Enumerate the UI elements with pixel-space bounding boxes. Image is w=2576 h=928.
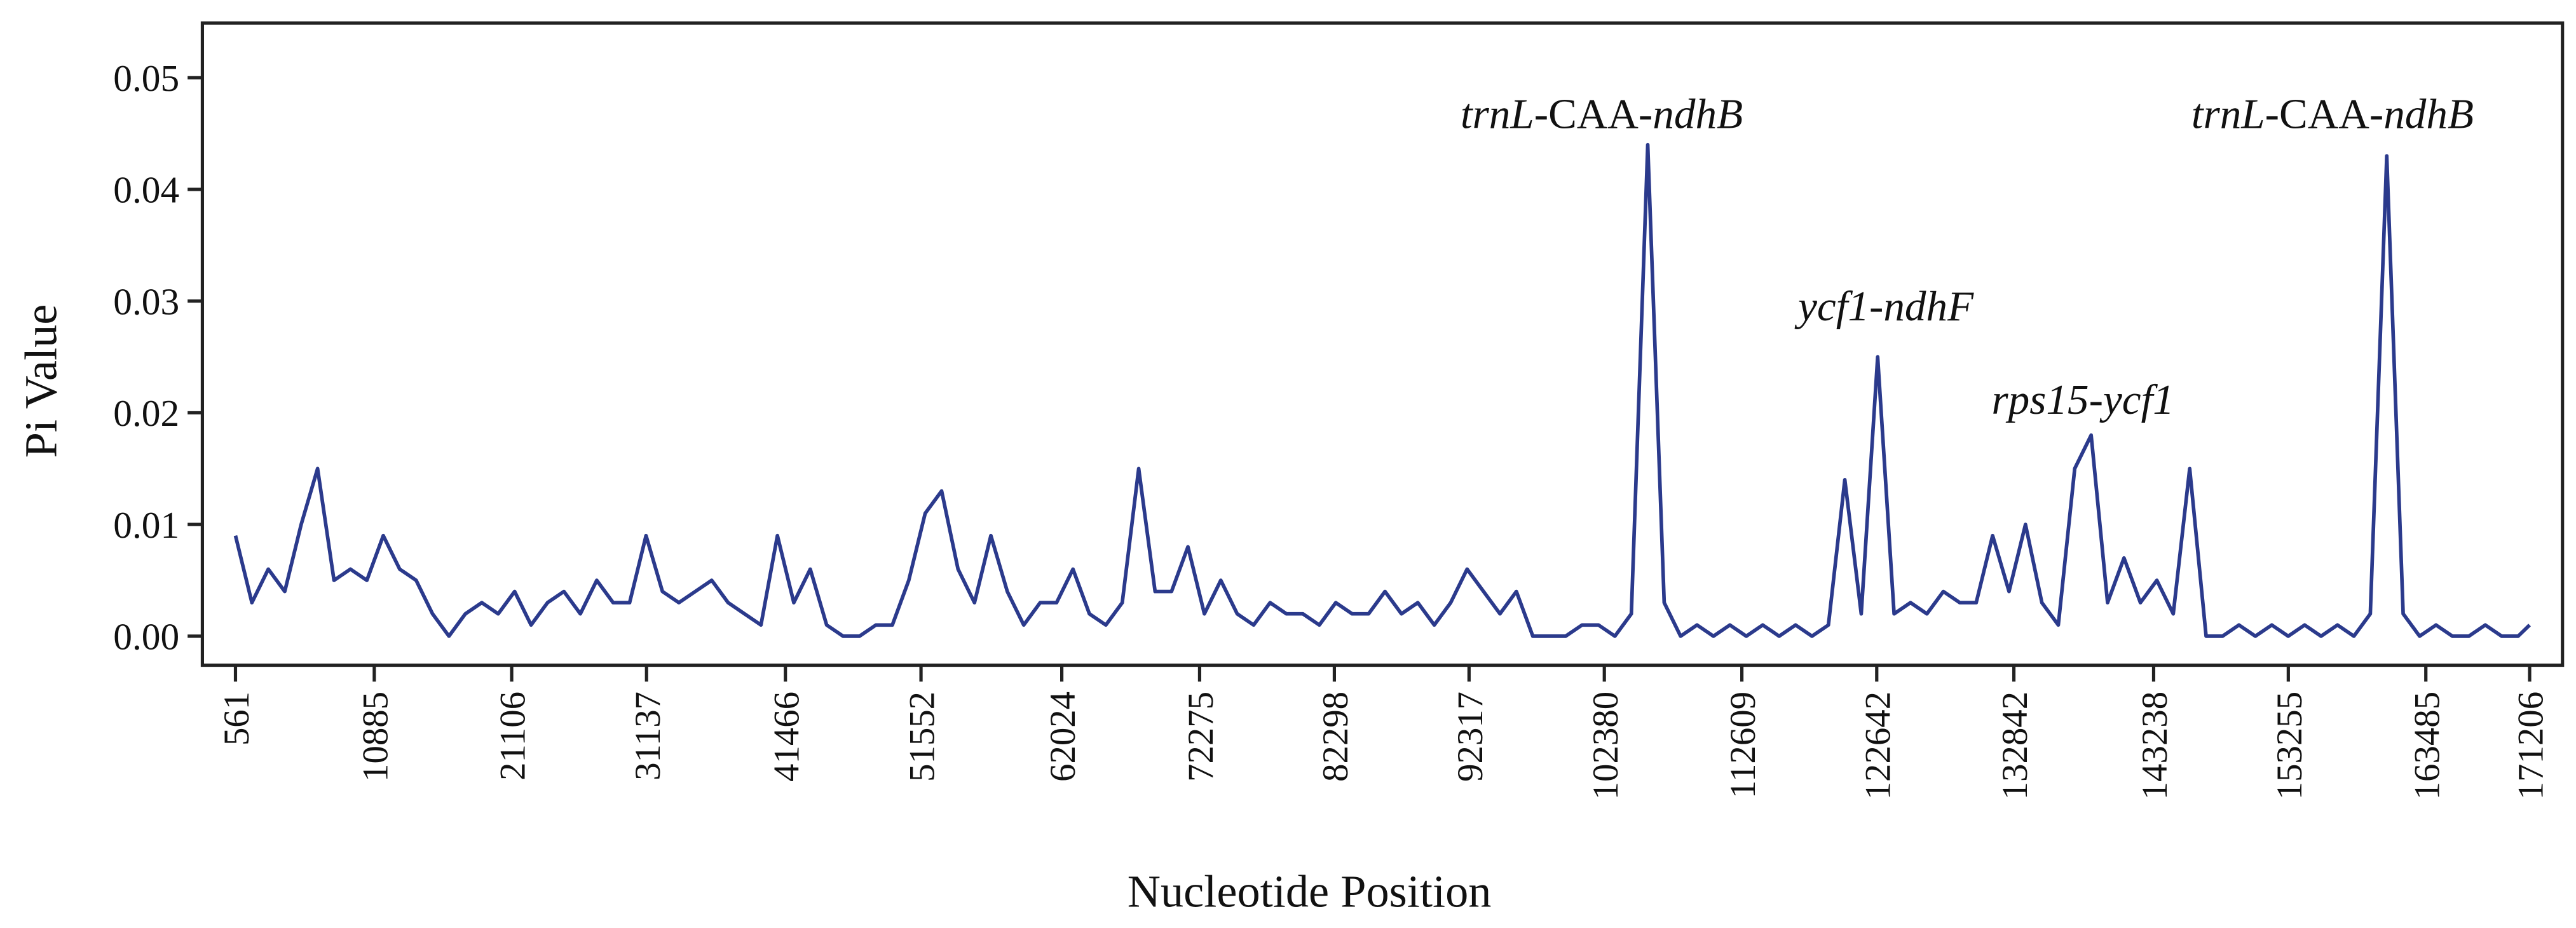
x-tick-label: 31137 — [628, 692, 668, 781]
x-tick-label: 41466 — [767, 692, 807, 782]
y-tick-label: 0.02 — [113, 392, 179, 434]
annotation: trnL-CAA-ndhB — [2191, 90, 2474, 138]
x-tick-label: 51552 — [903, 692, 943, 782]
x-tick-label: 82298 — [1316, 692, 1356, 782]
x-tick-label: 21106 — [493, 692, 533, 781]
annotation-part: ndhB — [1653, 90, 1743, 138]
x-tick-label: 171206 — [2511, 692, 2551, 800]
y-axis-title: Pi Value — [15, 304, 66, 458]
x-axis-title: Nucleotide Position — [1128, 866, 1492, 917]
x-tick-label: 163485 — [2407, 692, 2447, 800]
x-tick-label: 10885 — [356, 692, 396, 782]
annotation: trnL-CAA-ndhB — [1461, 90, 1743, 138]
y-tick-label: 0.00 — [113, 616, 179, 658]
annotation: ycf1-ndhF — [1794, 282, 1974, 330]
x-tick-label: 561 — [217, 692, 257, 746]
data-line — [233, 142, 2532, 638]
x-tick-label: 153255 — [2270, 692, 2310, 800]
annotation-part: ndhB — [2383, 90, 2474, 138]
x-tick-label: 112609 — [1723, 692, 1763, 798]
plot-frame — [200, 21, 2565, 667]
annotation-part: trnL — [1461, 90, 1534, 138]
annotation-part: rps15-ycf1 — [1992, 376, 2174, 423]
x-tick-label: 92317 — [1450, 692, 1490, 782]
y-tick-label: 0.01 — [113, 504, 179, 546]
annotation-part: trnL — [2191, 90, 2265, 138]
x-tick-label: 132842 — [1995, 692, 2035, 800]
x-tick-label: 72275 — [1181, 692, 1221, 782]
y-tick-label: 0.04 — [113, 169, 179, 211]
y-tick-label: 0.03 — [113, 280, 179, 322]
annotation: rps15-ycf1 — [1992, 376, 2174, 423]
y-tick-label: 0.05 — [113, 57, 179, 99]
x-tick-label: 62024 — [1043, 692, 1083, 782]
annotation-part: -CAA- — [2265, 90, 2384, 138]
annotation-part: -CAA- — [1534, 90, 1653, 138]
x-tick-label: 102380 — [1586, 692, 1626, 800]
annotation-part: ycf1-ndhF — [1794, 282, 1974, 330]
x-tick-label: 143238 — [2135, 692, 2175, 800]
x-tick-label: 122642 — [1858, 692, 1898, 800]
